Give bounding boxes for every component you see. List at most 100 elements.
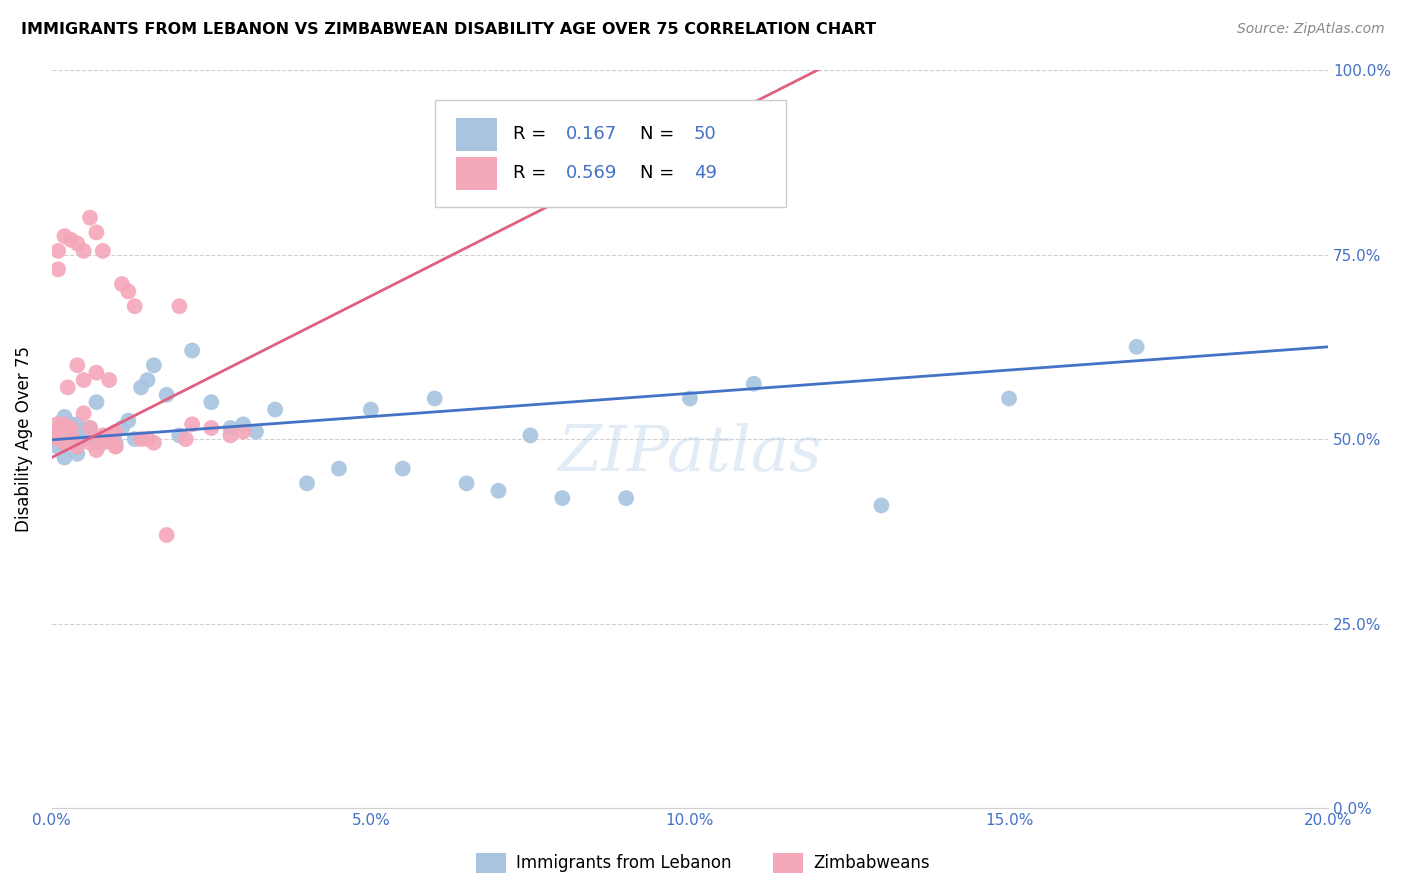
Point bbox=[86, 226, 108, 240]
Point bbox=[98, 428, 121, 442]
Point bbox=[614, 491, 637, 505]
Point bbox=[53, 409, 76, 424]
Point bbox=[79, 211, 101, 225]
Point bbox=[156, 388, 179, 402]
Point bbox=[104, 440, 127, 454]
Point bbox=[124, 432, 146, 446]
Point bbox=[129, 432, 152, 446]
Point bbox=[46, 262, 69, 277]
Point bbox=[86, 395, 108, 409]
Point bbox=[245, 425, 267, 439]
Point bbox=[59, 417, 82, 432]
Point bbox=[156, 528, 179, 542]
Point bbox=[136, 373, 159, 387]
Point bbox=[124, 299, 146, 313]
Point bbox=[73, 244, 96, 258]
Point bbox=[79, 435, 101, 450]
Point bbox=[219, 428, 242, 442]
Text: 0.569: 0.569 bbox=[567, 164, 617, 182]
Point bbox=[519, 428, 541, 442]
Point bbox=[56, 380, 79, 394]
Point bbox=[86, 366, 108, 380]
Point bbox=[66, 447, 89, 461]
Point bbox=[181, 343, 204, 358]
Text: 0.167: 0.167 bbox=[567, 125, 617, 144]
Point bbox=[1125, 340, 1147, 354]
Point bbox=[98, 428, 121, 442]
Point bbox=[53, 435, 76, 450]
Point bbox=[295, 476, 318, 491]
Point bbox=[91, 244, 114, 258]
Point bbox=[870, 499, 893, 513]
Point bbox=[169, 299, 191, 313]
Text: N =: N = bbox=[640, 125, 681, 144]
Point bbox=[52, 417, 75, 432]
Point bbox=[104, 435, 127, 450]
Point bbox=[117, 285, 139, 299]
Legend: Immigrants from Lebanon, Zimbabweans: Immigrants from Lebanon, Zimbabweans bbox=[470, 847, 936, 880]
Point bbox=[264, 402, 287, 417]
Text: R =: R = bbox=[513, 125, 551, 144]
Text: N =: N = bbox=[640, 164, 681, 182]
Point bbox=[679, 392, 702, 406]
Point bbox=[73, 432, 96, 446]
Point bbox=[53, 450, 76, 465]
Point bbox=[232, 417, 254, 432]
Point bbox=[59, 421, 82, 435]
Point bbox=[104, 425, 127, 439]
Point bbox=[91, 432, 114, 446]
Point bbox=[46, 432, 69, 446]
Point bbox=[73, 373, 96, 387]
Point bbox=[48, 428, 70, 442]
Point bbox=[66, 417, 89, 432]
Point bbox=[181, 417, 204, 432]
Point bbox=[48, 421, 70, 435]
FancyBboxPatch shape bbox=[457, 157, 498, 190]
Point bbox=[91, 435, 114, 450]
Point bbox=[59, 432, 82, 446]
Point bbox=[232, 425, 254, 439]
Point bbox=[45, 440, 67, 454]
Point bbox=[998, 392, 1021, 406]
Point bbox=[45, 417, 67, 432]
FancyBboxPatch shape bbox=[457, 118, 498, 151]
Y-axis label: Disability Age Over 75: Disability Age Over 75 bbox=[15, 346, 32, 532]
Point bbox=[79, 432, 101, 446]
Point bbox=[51, 428, 73, 442]
Point bbox=[66, 358, 89, 372]
Point bbox=[456, 476, 478, 491]
Point bbox=[200, 421, 222, 435]
Point bbox=[53, 229, 76, 244]
Text: 50: 50 bbox=[693, 125, 717, 144]
Point bbox=[46, 432, 69, 446]
Text: IMMIGRANTS FROM LEBANON VS ZIMBABWEAN DISABILITY AGE OVER 75 CORRELATION CHART: IMMIGRANTS FROM LEBANON VS ZIMBABWEAN DI… bbox=[21, 22, 876, 37]
Point bbox=[742, 376, 765, 391]
Point bbox=[66, 236, 89, 251]
Point bbox=[219, 421, 242, 435]
Point bbox=[129, 380, 152, 394]
Text: R =: R = bbox=[513, 164, 551, 182]
Point bbox=[142, 358, 165, 372]
Point bbox=[104, 440, 127, 454]
Point bbox=[98, 373, 121, 387]
Point bbox=[79, 421, 101, 435]
Text: 49: 49 bbox=[693, 164, 717, 182]
Text: ZIPatlas: ZIPatlas bbox=[558, 423, 823, 484]
Point bbox=[52, 435, 75, 450]
Point bbox=[59, 435, 82, 450]
Point bbox=[174, 432, 197, 446]
Point bbox=[360, 402, 382, 417]
Point bbox=[111, 421, 134, 435]
Point bbox=[136, 432, 159, 446]
Point bbox=[53, 421, 76, 435]
Point bbox=[423, 392, 446, 406]
Point bbox=[44, 425, 66, 439]
Point bbox=[111, 277, 134, 291]
Point bbox=[73, 406, 96, 420]
Point bbox=[66, 440, 89, 454]
Point bbox=[79, 421, 101, 435]
FancyBboxPatch shape bbox=[434, 100, 786, 207]
Point bbox=[59, 428, 82, 442]
Text: Source: ZipAtlas.com: Source: ZipAtlas.com bbox=[1237, 22, 1385, 37]
Point bbox=[488, 483, 510, 498]
